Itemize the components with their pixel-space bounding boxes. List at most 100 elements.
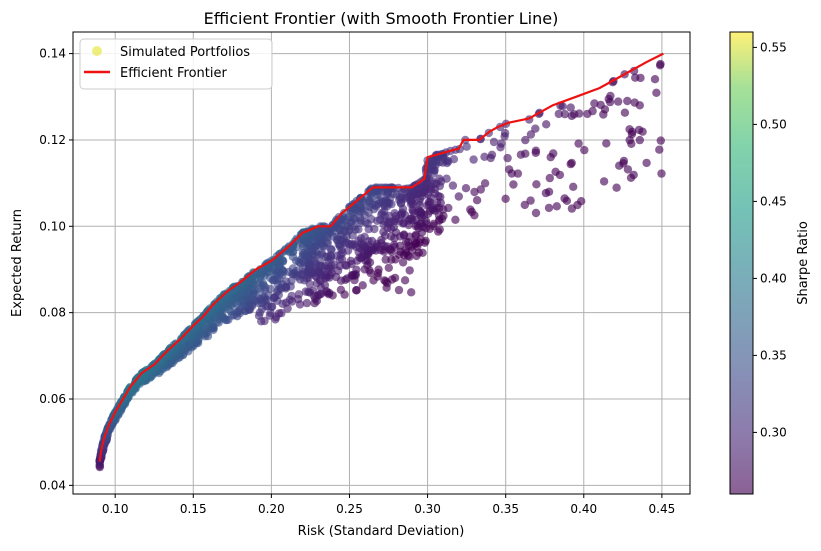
portfolio-point bbox=[655, 145, 664, 154]
portfolio-point bbox=[326, 245, 336, 254]
portfolio-point bbox=[374, 265, 383, 274]
portfolio-point bbox=[411, 230, 421, 239]
portfolio-point bbox=[650, 75, 660, 84]
portfolio-point bbox=[560, 110, 570, 119]
portfolio-point bbox=[387, 275, 397, 284]
x-tick-label: 0.40 bbox=[570, 502, 597, 516]
legend-box bbox=[79, 38, 273, 90]
colorbar-border bbox=[729, 31, 754, 495]
portfolio-point bbox=[398, 258, 408, 267]
portfolio-point bbox=[526, 196, 535, 205]
portfolio-point bbox=[435, 225, 444, 234]
portfolio-point bbox=[301, 287, 310, 296]
legend-label-simulated: Simulated Portfolios bbox=[120, 45, 250, 60]
portfolio-point bbox=[410, 238, 420, 247]
portfolio-point bbox=[294, 290, 304, 299]
plot-area bbox=[73, 32, 690, 494]
x-tick-label: 0.25 bbox=[336, 502, 363, 516]
portfolio-point bbox=[623, 165, 633, 174]
portfolio-point bbox=[287, 291, 296, 301]
colorbar: 0.30 0.35 0.40 0.45 0.50 0.55 Sharpe Ratio bbox=[729, 31, 811, 495]
portfolio-point bbox=[567, 111, 576, 121]
portfolio-point bbox=[635, 135, 644, 145]
portfolio-point bbox=[358, 281, 367, 290]
portfolio-point bbox=[513, 169, 523, 178]
legend-marker-simulated bbox=[92, 46, 102, 56]
portfolio-point bbox=[620, 108, 630, 117]
portfolio-point bbox=[531, 146, 541, 155]
portfolio-point bbox=[377, 208, 387, 217]
portfolio-point bbox=[545, 173, 554, 183]
portfolio-point bbox=[454, 192, 463, 201]
colorbar-ticks: 0.30 0.35 0.40 0.45 0.50 0.55 bbox=[753, 40, 787, 439]
portfolio-point bbox=[469, 155, 478, 164]
portfolio-point bbox=[435, 174, 444, 183]
portfolio-point bbox=[531, 124, 540, 133]
colorbar-tick-label: 0.30 bbox=[760, 425, 787, 439]
y-axis-label: Expected Return bbox=[10, 209, 25, 317]
portfolio-point bbox=[480, 152, 489, 161]
portfolio-point bbox=[516, 150, 526, 159]
portfolio-point bbox=[503, 153, 512, 163]
x-tick-label: 0.20 bbox=[258, 502, 285, 516]
portfolio-point bbox=[390, 240, 399, 249]
portfolio-point bbox=[352, 286, 361, 295]
portfolio-point bbox=[380, 276, 389, 285]
portfolio-point bbox=[623, 96, 632, 106]
portfolio-point bbox=[642, 158, 651, 168]
portfolio-point bbox=[448, 181, 458, 190]
portfolio-point bbox=[504, 165, 514, 174]
portfolio-point bbox=[476, 185, 485, 194]
chart-title: Efficient Frontier (with Smooth Frontier… bbox=[204, 9, 559, 28]
portfolio-point bbox=[531, 208, 541, 218]
portfolio-point bbox=[634, 125, 644, 135]
efficient-frontier-line bbox=[98, 52, 664, 462]
y-tick-label: 0.08 bbox=[39, 306, 66, 320]
portfolio-point bbox=[566, 103, 575, 112]
portfolio-point bbox=[520, 200, 529, 210]
portfolio-point bbox=[567, 158, 576, 168]
colorbar-gradient bbox=[730, 32, 753, 494]
portfolio-point bbox=[400, 276, 410, 285]
x-tick-label: 0.30 bbox=[414, 502, 441, 516]
portfolio-point bbox=[384, 263, 393, 272]
colorbar-label: Sharpe Ratio bbox=[796, 221, 811, 305]
portfolio-point bbox=[497, 139, 506, 148]
legend-label-frontier: Efficient Frontier bbox=[120, 66, 227, 81]
portfolio-point bbox=[574, 139, 583, 148]
portfolio-point bbox=[489, 137, 499, 147]
portfolio-point bbox=[509, 180, 518, 189]
portfolio-point bbox=[596, 100, 605, 110]
portfolio-point bbox=[606, 91, 615, 101]
frontier-line-layer bbox=[98, 52, 664, 462]
portfolio-point bbox=[549, 149, 558, 158]
plot-border bbox=[72, 31, 691, 495]
y-tick-label: 0.10 bbox=[39, 219, 66, 233]
portfolio-point bbox=[352, 265, 361, 274]
portfolio-point bbox=[652, 88, 661, 98]
portfolio-point bbox=[429, 219, 438, 229]
portfolio-point bbox=[599, 177, 609, 186]
portfolio-point bbox=[602, 139, 611, 148]
x-tick-label: 0.15 bbox=[180, 502, 207, 516]
portfolio-point bbox=[612, 183, 621, 192]
portfolio-point bbox=[405, 266, 414, 275]
x-tick-label: 0.45 bbox=[649, 502, 676, 516]
portfolio-point bbox=[302, 298, 312, 308]
portfolio-point bbox=[583, 109, 592, 119]
portfolio-point bbox=[614, 97, 623, 106]
portfolio-point bbox=[462, 142, 471, 151]
legend: Simulated Portfolios Efficient Frontier bbox=[79, 38, 273, 90]
portfolio-point bbox=[569, 182, 578, 191]
colorbar-tick-label: 0.45 bbox=[760, 194, 787, 208]
portfolio-point bbox=[356, 234, 366, 243]
portfolio-point bbox=[541, 188, 551, 198]
portfolio-point bbox=[470, 187, 479, 197]
portfolio-point bbox=[407, 288, 416, 297]
portfolio-point bbox=[336, 285, 346, 294]
portfolio-point bbox=[552, 202, 561, 211]
portfolio-point bbox=[560, 194, 569, 203]
colorbar-tick-label: 0.35 bbox=[760, 348, 787, 362]
